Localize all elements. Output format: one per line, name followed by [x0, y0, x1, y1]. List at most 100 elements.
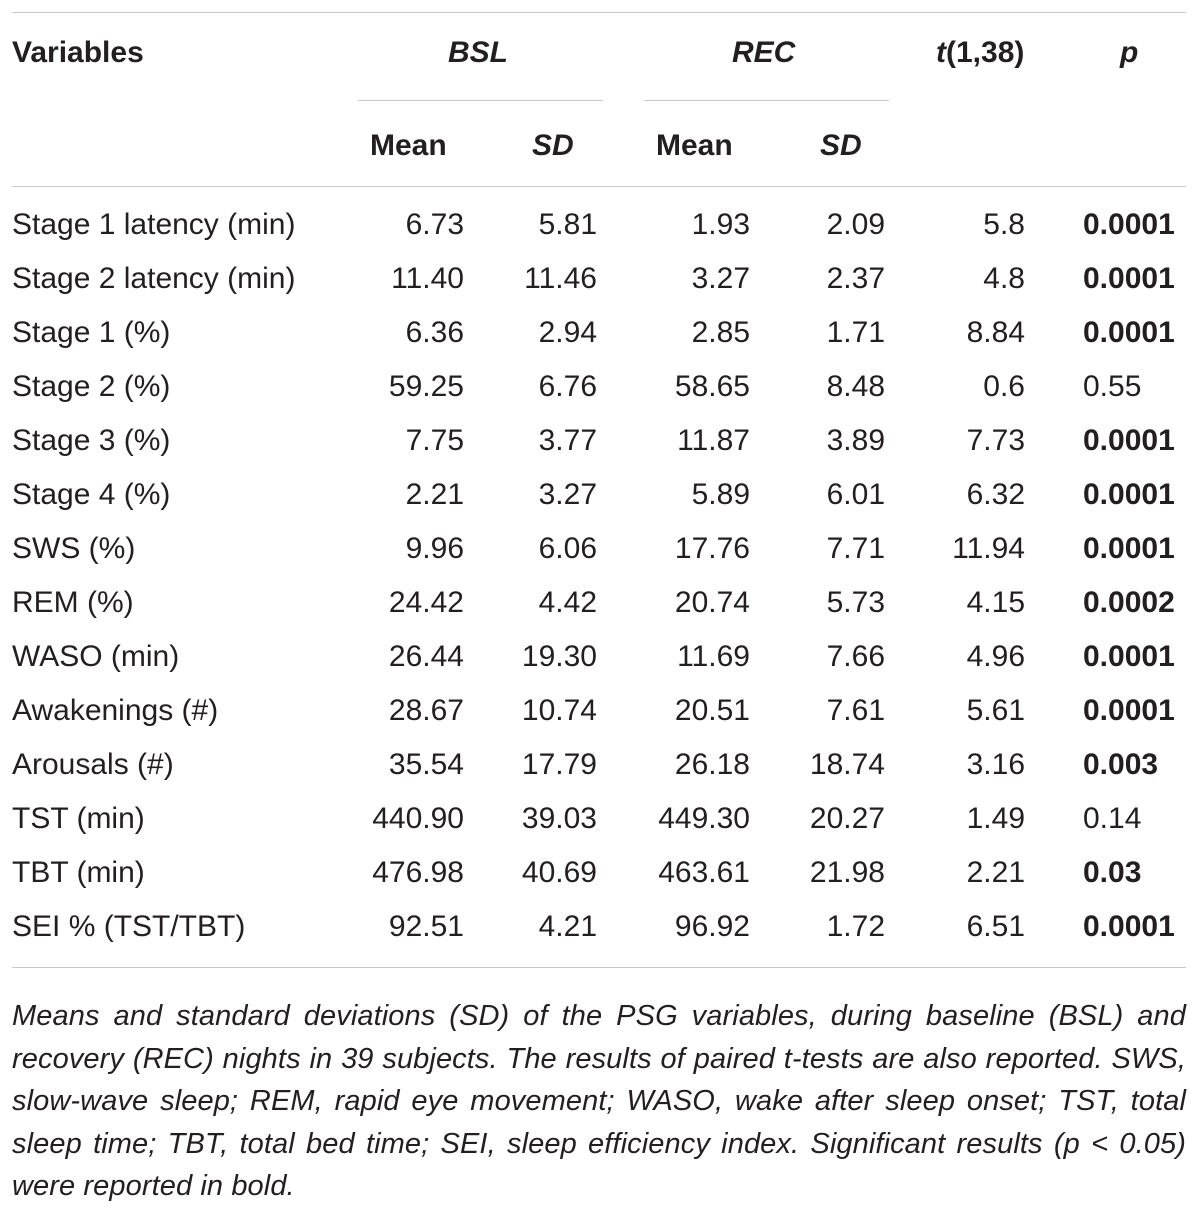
cell-bsl-sd: 11.46	[524, 262, 597, 295]
cell-rec-sd: 6.01	[826, 478, 885, 511]
cell-bsl-mean: 35.54	[388, 748, 464, 781]
header-rule	[12, 186, 1186, 187]
bottom-rule	[12, 967, 1186, 968]
cell-variable: Stage 1 (%)	[12, 316, 171, 349]
cell-rec-mean: 58.65	[674, 370, 750, 403]
cell-bsl-mean: 28.67	[388, 694, 464, 727]
cell-rec-mean: 2.85	[691, 316, 750, 349]
cell-bsl-mean: 24.42	[388, 586, 464, 619]
cell-rec-mean: 463.61	[658, 856, 750, 889]
cell-rec-mean: 96.92	[674, 910, 750, 943]
bsl-group-rule	[358, 100, 603, 101]
cell-rec-sd: 7.66	[826, 640, 885, 673]
header-t-symbol: t	[936, 36, 946, 69]
cell-rec-sd: 7.71	[826, 532, 885, 565]
cell-rec-sd: 2.37	[826, 262, 885, 295]
header-bsl-mean: Mean	[370, 129, 447, 162]
cell-rec-mean: 26.18	[674, 748, 750, 781]
cell-t: 8.84	[966, 316, 1025, 349]
cell-t: 4.15	[966, 586, 1025, 619]
cell-t: 3.16	[966, 748, 1025, 781]
cell-p: 0.0002	[1083, 586, 1175, 619]
cell-bsl-sd: 40.69	[521, 856, 597, 889]
cell-p: 0.003	[1083, 748, 1159, 781]
cell-rec-sd: 7.61	[826, 694, 885, 727]
cell-rec-sd: 3.89	[826, 424, 885, 457]
cell-p: 0.0001	[1083, 316, 1175, 349]
cell-bsl-mean: 26.44	[388, 640, 464, 673]
cell-rec-sd: 2.09	[826, 208, 885, 241]
cell-variable: Stage 4 (%)	[12, 478, 171, 511]
cell-bsl-mean: 6.73	[405, 208, 464, 241]
cell-rec-mean: 20.51	[674, 694, 750, 727]
cell-p: 0.55	[1083, 370, 1142, 403]
cell-rec-sd: 5.73	[826, 586, 885, 619]
cell-bsl-sd: 6.06	[538, 532, 597, 565]
cell-bsl-sd: 5.81	[538, 208, 597, 241]
cell-rec-mean: 11.69	[677, 640, 750, 673]
cell-t: 6.51	[966, 910, 1025, 943]
cell-t: 7.73	[966, 424, 1025, 457]
cell-t: 6.32	[966, 478, 1025, 511]
cell-t: 11.94	[952, 532, 1025, 565]
cell-t: 5.61	[966, 694, 1025, 727]
cell-t: 5.8	[983, 208, 1025, 241]
cell-rec-mean: 17.76	[674, 532, 750, 565]
cell-bsl-sd: 3.77	[538, 424, 597, 457]
cell-p: 0.03	[1083, 856, 1142, 889]
cell-variable: Arousals (#)	[12, 748, 174, 781]
cell-rec-sd: 1.71	[826, 316, 885, 349]
cell-rec-mean: 20.74	[674, 586, 750, 619]
header-t-df: (1,38)	[946, 36, 1025, 69]
cell-bsl-sd: 39.03	[521, 802, 597, 835]
cell-t: 4.96	[966, 640, 1025, 673]
cell-bsl-sd: 3.27	[538, 478, 597, 511]
cell-bsl-sd: 2.94	[538, 316, 597, 349]
cell-variable: Stage 3 (%)	[12, 424, 171, 457]
cell-rec-mean: 449.30	[658, 802, 750, 835]
cell-rec-sd: 21.98	[809, 856, 885, 889]
cell-bsl-mean: 6.36	[405, 316, 464, 349]
header-rec-sd: SD	[820, 129, 862, 162]
cell-rec-mean: 5.89	[691, 478, 750, 511]
cell-rec-mean: 11.87	[677, 424, 750, 457]
cell-bsl-sd: 19.30	[521, 640, 597, 673]
cell-bsl-sd: 10.74	[521, 694, 597, 727]
cell-variable: SWS (%)	[12, 532, 136, 565]
cell-t: 0.6	[983, 370, 1025, 403]
cell-p: 0.0001	[1083, 262, 1175, 295]
cell-t: 2.21	[966, 856, 1025, 889]
cell-variable: WASO (min)	[12, 640, 180, 673]
cell-bsl-mean: 59.25	[388, 370, 464, 403]
cell-t: 1.49	[966, 802, 1025, 835]
cell-bsl-mean: 440.90	[372, 802, 464, 835]
header-variables: Variables	[12, 36, 144, 69]
cell-rec-sd: 20.27	[809, 802, 885, 835]
cell-bsl-mean: 476.98	[372, 856, 464, 889]
cell-bsl-mean: 9.96	[405, 532, 464, 565]
cell-variable: REM (%)	[12, 586, 134, 619]
header-bsl-sd: SD	[532, 129, 574, 162]
cell-variable: TBT (min)	[12, 856, 145, 889]
cell-bsl-mean: 92.51	[388, 910, 464, 943]
cell-bsl-sd: 6.76	[538, 370, 597, 403]
header-t: t(1,38)	[936, 36, 1024, 70]
cell-t: 4.8	[983, 262, 1025, 295]
cell-p: 0.0001	[1083, 532, 1175, 565]
cell-variable: Awakenings (#)	[12, 694, 219, 727]
cell-rec-sd: 1.72	[826, 910, 885, 943]
rec-group-rule	[644, 100, 889, 101]
header-p: p	[1120, 36, 1139, 69]
cell-rec-sd: 8.48	[826, 370, 885, 403]
cell-variable: Stage 1 latency (min)	[12, 208, 296, 241]
table-caption: Means and standard deviations (SD) of th…	[12, 1000, 1186, 1202]
cell-p: 0.0001	[1083, 424, 1175, 457]
header-rec-mean: Mean	[656, 129, 733, 162]
cell-rec-sd: 18.74	[809, 748, 885, 781]
cell-bsl-sd: 4.21	[538, 910, 597, 943]
cell-p: 0.0001	[1083, 208, 1175, 241]
cell-rec-mean: 1.93	[691, 208, 750, 241]
header-bsl: BSL	[448, 36, 508, 69]
cell-p: 0.14	[1083, 802, 1142, 835]
cell-bsl-sd: 17.79	[521, 748, 597, 781]
